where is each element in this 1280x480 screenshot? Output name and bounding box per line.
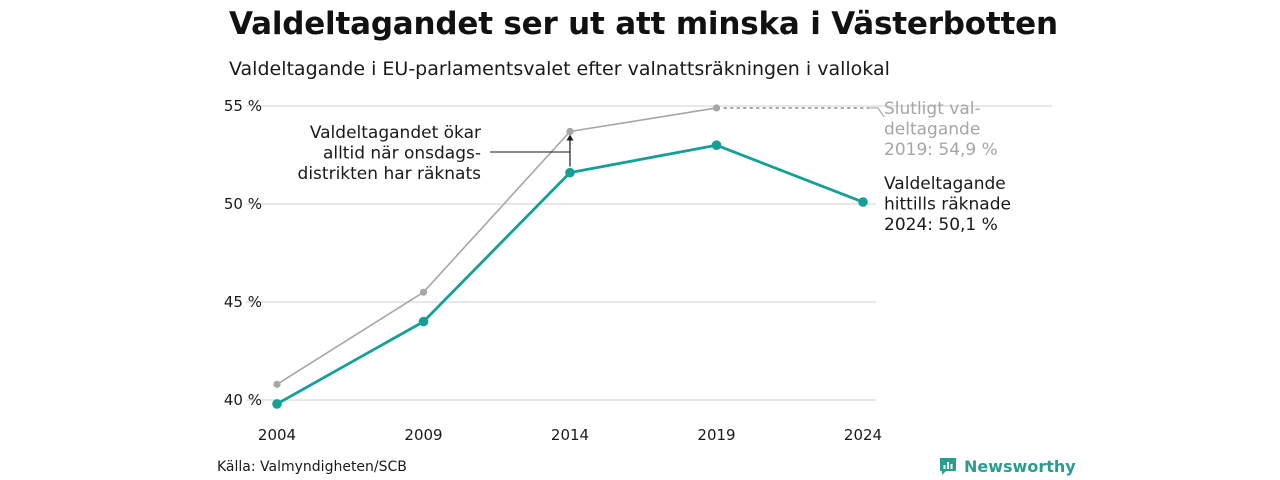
data-point-election_night	[711, 140, 722, 150]
grid-lines	[246, 105, 1052, 401]
brand-name: Newsworthy	[964, 456, 1076, 476]
annotations: Slutligt val-deltagande 2019: 54,9 % Valde…	[298, 99, 1011, 235]
y-tick-label: 50 %	[224, 195, 262, 213]
chart-subtitle: Valdeltagande i EU-parlamentsvalet efter…	[229, 58, 890, 80]
x-tick-label: 2009	[404, 426, 442, 444]
series	[272, 104, 868, 409]
data-point-final	[273, 380, 281, 388]
data-point-election_night	[565, 167, 575, 178]
data-point-final	[566, 127, 574, 136]
series-line-election_night	[276, 143, 864, 406]
increase-arrow-head	[566, 134, 574, 141]
brand-logo: Newsworthy	[938, 456, 1076, 476]
data-point-election_night	[272, 399, 282, 409]
y-tick-label: 55 %	[224, 97, 262, 115]
data-point-final	[419, 288, 428, 296]
x-tick-label: 2004	[258, 426, 296, 444]
increase-note-label: Valdeltagandet ökar alltid när onsdags-di…	[298, 123, 482, 184]
y-tick-label: 45 %	[224, 293, 262, 311]
newsworthy-logo-icon	[940, 458, 956, 475]
x-tick-label: 2014	[551, 426, 589, 444]
source-note: Källa: Valmyndigheten/SCB	[217, 459, 407, 475]
current-turnout-label: Valdeltagande hittills räknade 2024: 50,1 …	[884, 174, 1011, 235]
data-point-final	[712, 104, 721, 112]
chart-title: Valdeltagandet ser ut att minska i Väste…	[229, 6, 1058, 42]
data-point-election_night	[858, 197, 868, 207]
x-tick-label: 2019	[697, 426, 735, 444]
x-axis-ticks: 2004 2009 2014 2019 2024	[258, 426, 882, 444]
data-point-election_night	[418, 316, 429, 327]
y-tick-label: 40 %	[224, 391, 262, 409]
x-tick-label: 2024	[844, 426, 882, 444]
series-line-final	[276, 107, 717, 385]
y-axis-ticks: 40 % 45 % 50 % 55 %	[224, 97, 262, 409]
final-label-connector	[868, 107, 885, 118]
final-turnout-label: Slutligt val-deltagande 2019: 54,9 %	[884, 99, 998, 160]
